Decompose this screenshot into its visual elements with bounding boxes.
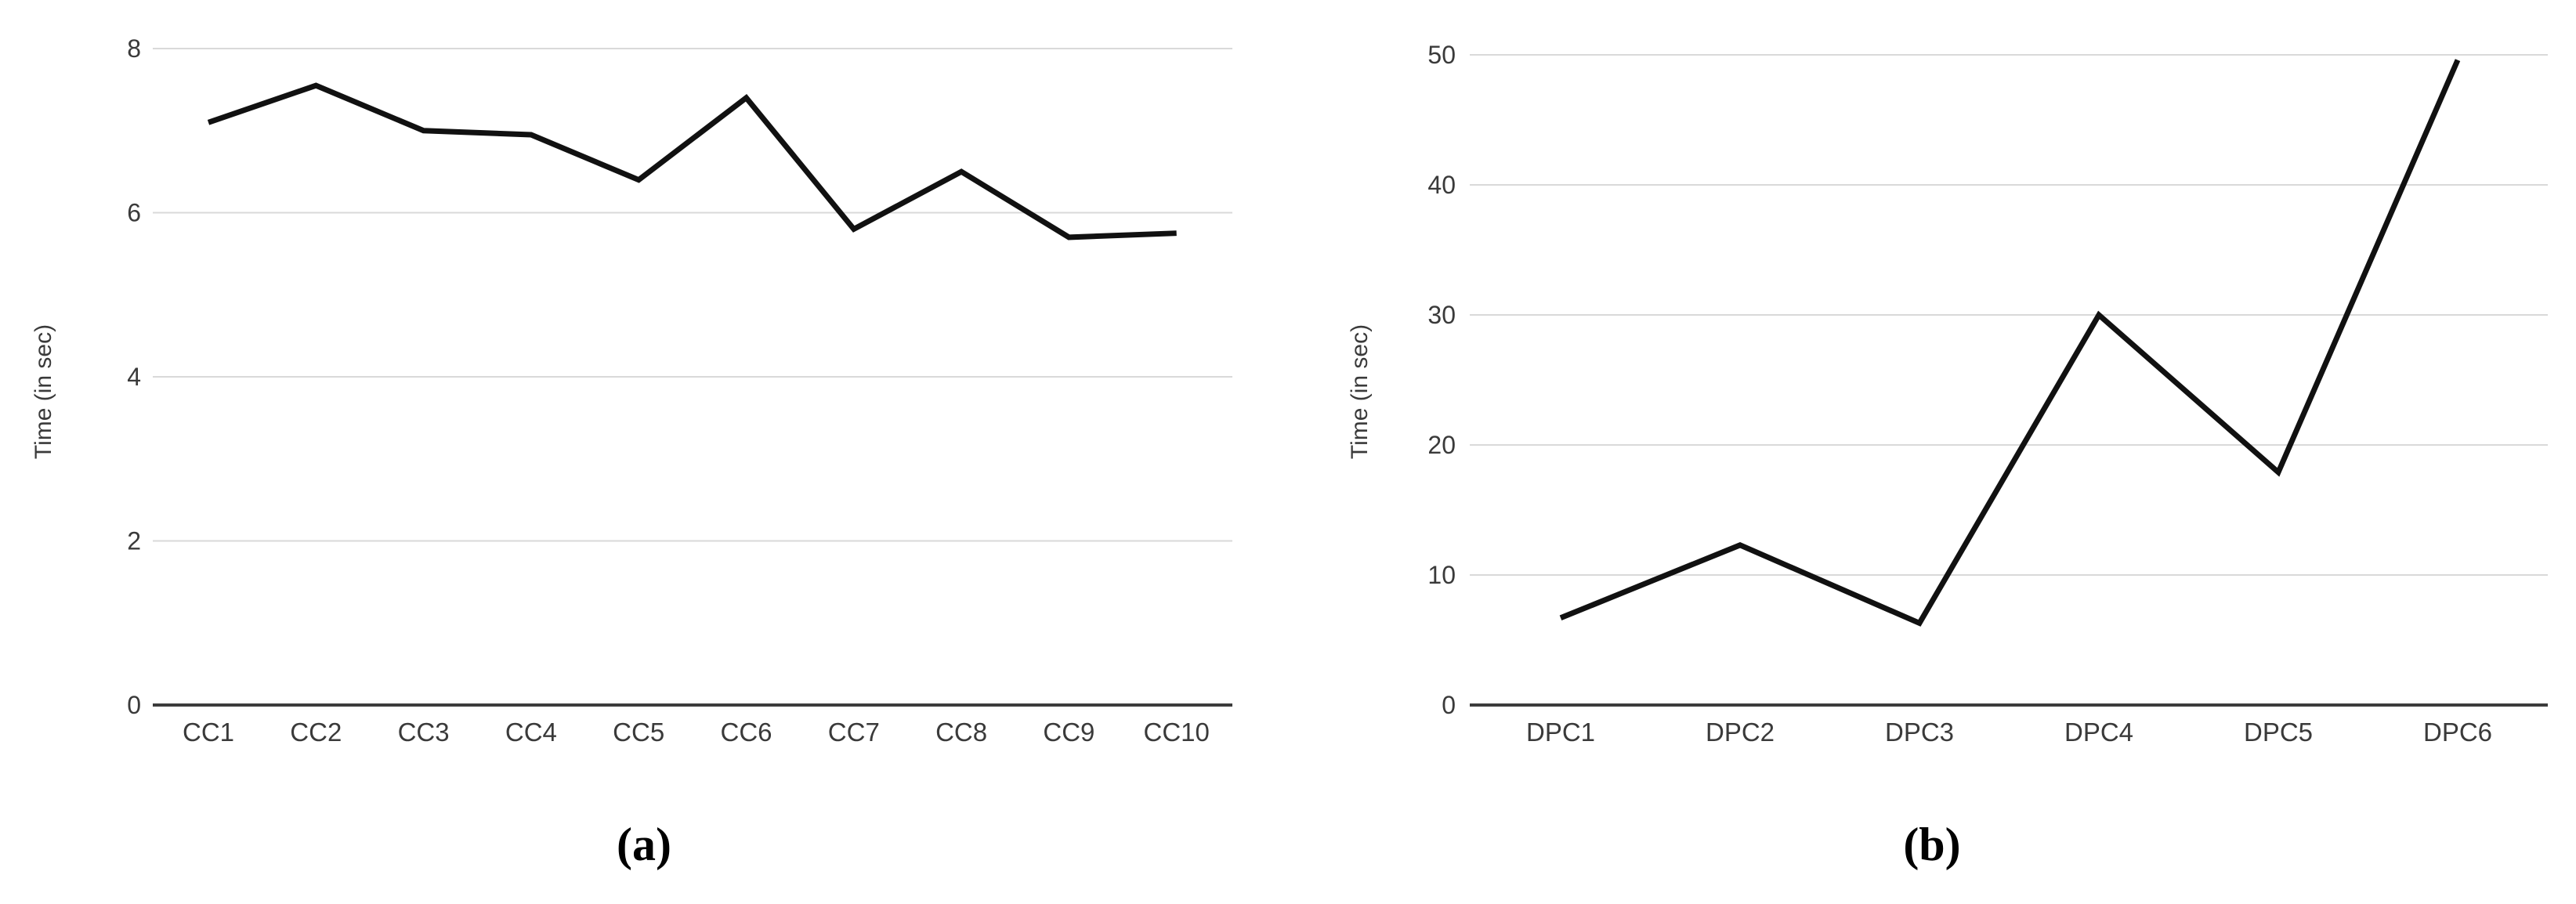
x-category-label: DPC2 [1706,718,1775,747]
figure-label-b: (b) [1903,819,1961,870]
x-category-label: DPC1 [1526,718,1595,747]
x-category-label: CC1 [183,718,234,747]
x-category-label: CC10 [1144,718,1210,747]
line-chart-b-canvas: 0 10 20 30 40 50 DPC1 DPC2 DPC3 DPC4 DPC5 DPC6 [1427,41,2548,747]
y-tick-label: 0 [127,691,141,719]
x-category-label: DPC6 [2423,718,2492,747]
y-tick-label: 6 [127,199,141,227]
x-category-label: CC3 [398,718,450,747]
figure-label-a: (a) [617,819,671,870]
x-category-label: CC7 [828,718,880,747]
x-category-label: DPC5 [2244,718,2313,747]
x-category-label: CC8 [935,718,987,747]
data-series-line [207,82,1177,240]
y-tick-label: 2 [127,527,141,555]
x-category-label: DPC3 [1885,718,1954,747]
x-category-label: CC5 [613,718,664,747]
x-category-label: CC2 [290,718,342,747]
x-category-label: CC4 [505,718,557,747]
x-category-label: DPC4 [2064,718,2133,747]
figure-panel-a: Time (in sec) 0 2 4 6 8 CC1 CC2 CC3 CC4 CC5 CC6 CC7… [31,34,1232,870]
y-tick-label: 4 [127,363,141,391]
y-tick-label: 10 [1427,561,1456,589]
y-tick-label: 0 [1442,691,1456,719]
line-chart-a-canvas: 0 2 4 6 8 CC1 CC2 CC3 CC4 CC5 CC6 CC7 CC8 CC9 CC10 [127,34,1232,747]
y-tick-label: 8 [127,34,141,63]
y-tick-label: 20 [1427,431,1456,459]
x-category-label: CC6 [720,718,772,747]
data-series-line [1559,59,2461,627]
figure-panel-b: Time (in sec) 0 10 20 30 40 50 DPC1 DPC2 DPC3 DPC… [1288,0,2576,904]
x-category-label: CC9 [1043,718,1094,747]
y-tick-label: 50 [1427,41,1456,69]
y-tick-label: 40 [1427,171,1456,199]
y-tick-label: 30 [1427,301,1456,329]
